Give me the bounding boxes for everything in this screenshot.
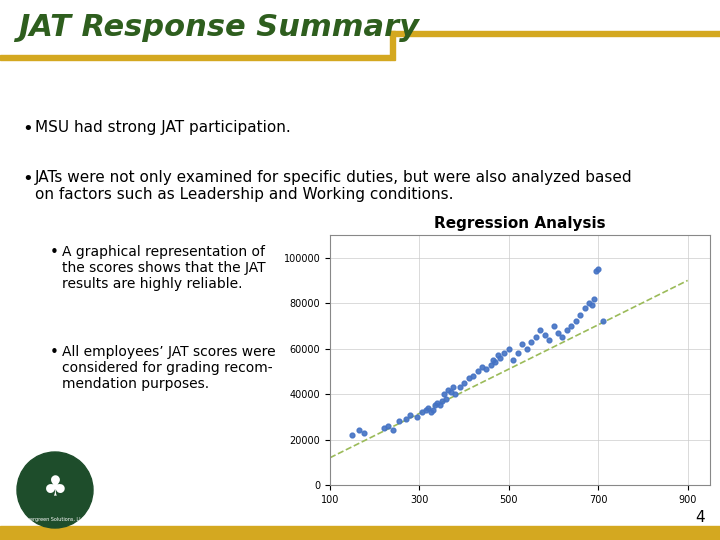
Point <box>443 385 454 394</box>
Text: All employees’ JAT scores were
considered for grading recom-
mendation purposes.: All employees’ JAT scores were considere… <box>62 345 276 392</box>
Point <box>431 399 443 408</box>
Bar <box>0 55 390 60</box>
Text: MSU had strong JAT participation.: MSU had strong JAT participation. <box>35 120 291 135</box>
Point <box>566 322 577 330</box>
Point <box>526 338 537 346</box>
Point <box>427 406 438 414</box>
Text: •: • <box>22 120 32 138</box>
Point <box>433 401 445 410</box>
Point <box>438 390 450 399</box>
Point <box>358 428 369 437</box>
Bar <box>390 31 395 60</box>
Text: ♣: ♣ <box>42 474 68 502</box>
Point <box>449 390 461 399</box>
Point <box>441 394 452 403</box>
Point <box>552 328 564 337</box>
Point <box>454 383 465 391</box>
Point <box>557 333 568 342</box>
Point <box>467 372 479 380</box>
Point <box>498 349 510 357</box>
Text: JATs were not only examined for specific duties, but were also analyzed based
on: JATs were not only examined for specific… <box>35 170 633 202</box>
Point <box>346 431 358 440</box>
Point <box>378 424 390 433</box>
Point <box>521 345 533 353</box>
Bar <box>0 526 720 540</box>
Point <box>476 362 487 371</box>
Point <box>586 301 598 310</box>
Point <box>487 356 499 364</box>
Point <box>492 351 503 360</box>
Point <box>597 317 608 326</box>
Point <box>354 426 365 435</box>
Point <box>579 303 590 312</box>
Text: 4: 4 <box>696 510 705 525</box>
Point <box>539 330 550 339</box>
Point <box>590 267 602 276</box>
Point <box>382 422 394 430</box>
Point <box>485 360 497 369</box>
Point <box>494 353 505 362</box>
Text: •: • <box>50 245 59 260</box>
Point <box>445 388 456 396</box>
Point <box>575 310 586 319</box>
Point <box>530 333 541 342</box>
Text: Evergreen Solutions, LLC: Evergreen Solutions, LLC <box>24 517 86 523</box>
Point <box>583 299 595 307</box>
Point <box>588 294 600 303</box>
Point <box>425 408 436 416</box>
Point <box>593 265 604 273</box>
Point <box>420 406 432 414</box>
Point <box>481 365 492 374</box>
Point <box>561 326 572 335</box>
Bar <box>390 31 720 36</box>
Point <box>423 403 434 412</box>
Text: •: • <box>50 345 59 360</box>
Point <box>512 349 523 357</box>
Point <box>387 426 398 435</box>
Point <box>548 322 559 330</box>
Point <box>570 317 582 326</box>
Point <box>394 417 405 426</box>
Point <box>516 340 528 348</box>
Point <box>508 356 519 364</box>
Point <box>405 410 416 419</box>
Circle shape <box>17 452 93 528</box>
Point <box>400 415 412 423</box>
Point <box>411 413 423 421</box>
Point <box>416 408 428 416</box>
Text: JAT Response Summary: JAT Response Summary <box>18 13 419 42</box>
Point <box>429 401 441 410</box>
Point <box>503 345 515 353</box>
Point <box>490 358 501 367</box>
Point <box>534 326 546 335</box>
Point <box>472 367 483 376</box>
Title: Regression Analysis: Regression Analysis <box>434 216 606 231</box>
Point <box>459 379 470 387</box>
Point <box>463 374 474 382</box>
Point <box>544 335 555 344</box>
Point <box>447 383 459 391</box>
Point <box>436 396 448 405</box>
Text: •: • <box>22 170 32 188</box>
Text: A graphical representation of
the scores shows that the JAT
results are highly r: A graphical representation of the scores… <box>62 245 266 292</box>
